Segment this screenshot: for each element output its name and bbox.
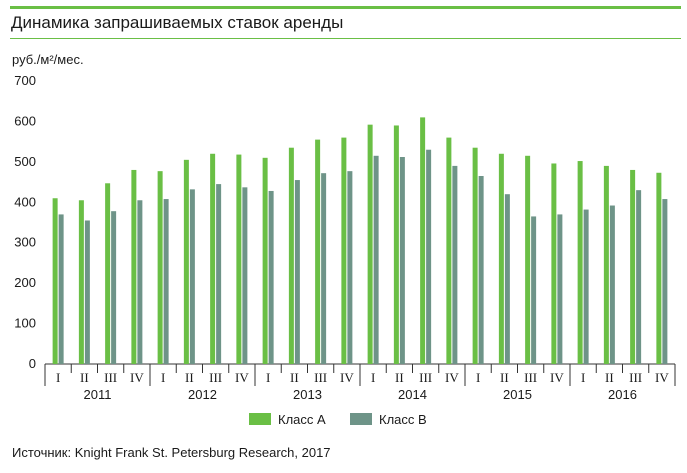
- legend-label-class-a: Класс А: [278, 412, 326, 427]
- y-tick-label: 300: [14, 235, 36, 250]
- bar-class-a: [551, 163, 557, 364]
- y-tick-label: 700: [14, 73, 36, 88]
- x-tick-label: III: [104, 370, 117, 385]
- y-tick-label: 200: [14, 275, 36, 290]
- top-accent-rule: [10, 6, 681, 9]
- bar-class-b: [321, 173, 327, 364]
- bar-class-b: [242, 187, 248, 364]
- bar-class-a: [656, 172, 662, 364]
- bar-class-a: [603, 165, 609, 364]
- bar-class-b: [137, 200, 143, 364]
- page-title: Динамика запрашиваемых ставок аренды: [11, 13, 344, 32]
- year-label: 2016: [608, 387, 637, 402]
- bar-class-b: [163, 199, 169, 364]
- x-tick-label: III: [314, 370, 327, 385]
- y-tick-label: 400: [14, 194, 36, 209]
- year-label: 2011: [84, 387, 112, 402]
- x-tick-label: II: [395, 370, 404, 385]
- bar-class-b: [426, 149, 432, 364]
- bar-class-a: [288, 147, 294, 364]
- x-tick-label: III: [419, 370, 432, 385]
- year-label: 2015: [503, 387, 532, 402]
- x-tick-label: I: [371, 370, 375, 385]
- x-tick-label: I: [266, 370, 270, 385]
- bar-class-a: [367, 124, 373, 364]
- bar-class-a: [262, 157, 268, 364]
- year-label: 2013: [293, 387, 322, 402]
- x-tick-label: IV: [130, 370, 144, 385]
- bar-class-b: [504, 194, 510, 364]
- title-divider: [10, 38, 681, 39]
- bar-class-a: [420, 117, 426, 364]
- bar-class-b: [662, 199, 668, 364]
- x-tick-label: IV: [655, 370, 669, 385]
- x-tick-label: IV: [340, 370, 354, 385]
- bar-class-b: [294, 180, 300, 364]
- x-tick-label: II: [80, 370, 89, 385]
- x-tick-label: II: [290, 370, 299, 385]
- x-tick-label: I: [476, 370, 480, 385]
- bar-class-b: [583, 209, 589, 364]
- legend-swatch-class-a: [249, 413, 271, 425]
- year-label: 2012: [188, 387, 217, 402]
- bar-class-b: [58, 214, 64, 364]
- bar-class-a: [393, 125, 399, 364]
- bar-class-b: [347, 171, 353, 364]
- bar-class-a: [183, 159, 189, 364]
- bar-class-a: [630, 169, 636, 364]
- x-tick-label: IV: [235, 370, 249, 385]
- y-tick-label: 500: [14, 154, 36, 169]
- x-tick-label: IV: [445, 370, 459, 385]
- bar-class-b: [111, 211, 117, 364]
- year-label: 2014: [398, 387, 427, 402]
- x-tick-label: IV: [550, 370, 564, 385]
- source-note: Источник: Knight Frank St. Petersburg Re…: [12, 445, 331, 460]
- x-tick-label: I: [581, 370, 585, 385]
- bar-class-b: [399, 157, 405, 364]
- x-tick-label: II: [500, 370, 509, 385]
- x-tick-label: I: [161, 370, 165, 385]
- bar-class-b: [557, 214, 563, 364]
- bar-class-b: [373, 155, 379, 364]
- y-tick-label: 100: [14, 316, 36, 331]
- y-axis-label: руб./м²/мес.: [12, 52, 84, 67]
- x-tick-label: III: [524, 370, 537, 385]
- x-tick-label: III: [629, 370, 642, 385]
- bar-class-a: [210, 153, 216, 364]
- bar-class-b: [531, 216, 537, 364]
- bar-class-b: [189, 189, 195, 364]
- bar-class-a: [341, 137, 347, 364]
- bar-class-a: [52, 198, 58, 364]
- bar-class-b: [452, 165, 458, 364]
- x-tick-label: II: [185, 370, 194, 385]
- x-tick-label: II: [605, 370, 614, 385]
- bar-class-a: [472, 147, 478, 364]
- y-tick-label: 600: [14, 113, 36, 128]
- y-tick-label: 0: [29, 356, 36, 371]
- bar-class-a: [236, 154, 242, 364]
- bar-class-a: [157, 171, 163, 364]
- bar-class-b: [216, 184, 222, 364]
- bar-class-a: [446, 137, 452, 364]
- legend-swatch-class-b: [350, 413, 372, 425]
- bar-class-a: [105, 183, 111, 364]
- bar-class-b: [84, 220, 90, 364]
- bar-class-b: [478, 176, 484, 364]
- bar-class-b: [636, 190, 642, 364]
- x-tick-label: I: [56, 370, 60, 385]
- bar-class-a: [78, 200, 84, 364]
- bar-class-a: [131, 169, 137, 364]
- bar-class-b: [609, 205, 615, 364]
- legend-label-class-b: Класс В: [379, 412, 427, 427]
- bar-class-a: [577, 161, 583, 364]
- bar-class-a: [498, 153, 504, 364]
- x-tick-label: III: [209, 370, 222, 385]
- bar-class-b: [268, 190, 274, 364]
- bar-class-a: [315, 139, 321, 364]
- bar-class-a: [525, 155, 531, 364]
